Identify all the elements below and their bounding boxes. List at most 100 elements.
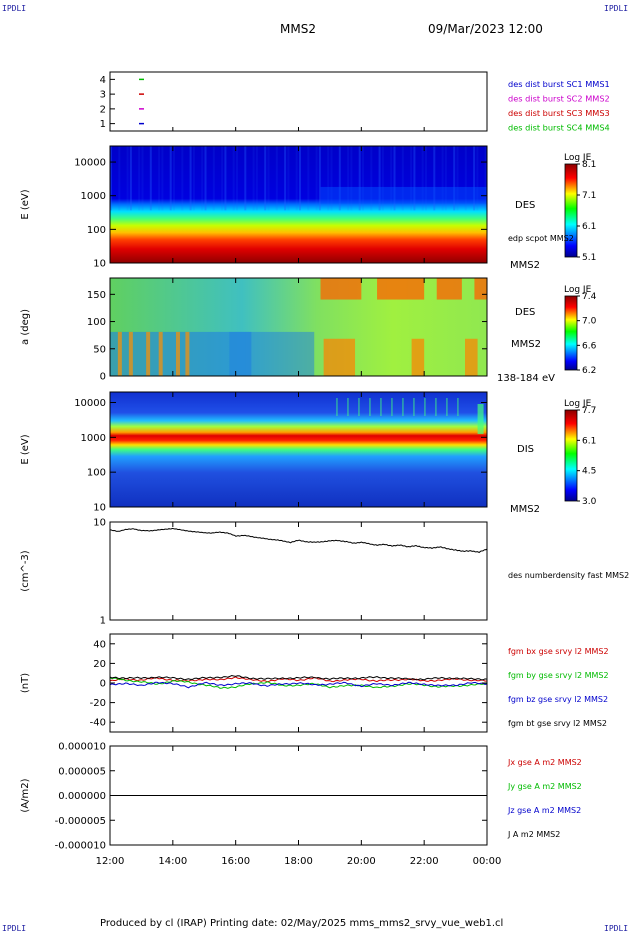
des-pitch-label-energy: 138-184 eV bbox=[497, 373, 555, 384]
des-energy-streak bbox=[347, 146, 350, 211]
des-energy-streak bbox=[453, 146, 456, 211]
availability-ytick-label: 3 bbox=[100, 90, 106, 101]
corner-logo-bottom-left: IPDLI bbox=[2, 924, 27, 933]
des-pitch-hot-band bbox=[474, 278, 487, 300]
des-pitch-colorbar-title: Log JE bbox=[564, 285, 592, 295]
dis-energy-colorbar-label: 6.1 bbox=[582, 436, 596, 446]
des-energy-streak bbox=[410, 146, 413, 211]
des-pitch-hot-streak bbox=[185, 331, 190, 376]
dis-energy-ytick-label: 1000 bbox=[81, 433, 106, 444]
time-axis-label: 18:00 bbox=[284, 856, 313, 867]
magnetic-field-legend-entry: fgm bz gse srvy l2 MMS2 bbox=[508, 695, 608, 704]
des-energy-streak bbox=[110, 146, 112, 211]
des-energy-streak bbox=[315, 146, 318, 211]
des-pitch-label-spacecraft: MMS2 bbox=[511, 339, 541, 350]
time-axis-label: 00:00 bbox=[473, 856, 502, 867]
dis-energy-streak bbox=[402, 398, 404, 416]
dis-energy-streak bbox=[413, 398, 415, 416]
dis-energy-streak bbox=[424, 398, 426, 416]
dis-energy-ytick-label: 10000 bbox=[74, 398, 106, 409]
des-energy-streak bbox=[456, 146, 459, 211]
des-energy-streak bbox=[169, 146, 172, 211]
availability-frame bbox=[109, 71, 488, 132]
availability-ytick-label: 1 bbox=[100, 119, 106, 130]
dis-energy-label-instrument: DIS bbox=[517, 444, 534, 455]
des-pitch-ytick-label: 50 bbox=[93, 344, 106, 355]
magnetic-field-ytick-label: 40 bbox=[93, 639, 106, 650]
availability-legend-entry: des dist burst SC3 MMS3 bbox=[508, 108, 610, 118]
des-energy-streak bbox=[232, 146, 235, 211]
des-energy-streak bbox=[358, 146, 361, 211]
des-energy-streak bbox=[381, 146, 384, 211]
des-energy-streak bbox=[330, 146, 333, 211]
dis-energy-streak bbox=[380, 398, 382, 416]
current-density-legend-entry: Jx gse A m2 MMS2 bbox=[507, 758, 582, 767]
des-energy-ylabel: E (eV) bbox=[20, 189, 31, 219]
des-pitch-low-band bbox=[110, 331, 252, 376]
des-pitch-ytick-label: 100 bbox=[87, 317, 106, 328]
time-axis-label: 16:00 bbox=[221, 856, 250, 867]
des-energy-streak bbox=[464, 146, 467, 211]
des-energy-streak bbox=[284, 146, 287, 211]
dis-energy-ytick-label: 100 bbox=[87, 468, 106, 479]
magnetic-field-series-line bbox=[109, 677, 488, 689]
des-energy-ytick-label: 10000 bbox=[74, 158, 106, 169]
dis-energy-streak bbox=[457, 398, 459, 416]
availability-ytick-label: 4 bbox=[100, 75, 106, 86]
current-density-ytick-label: -0.000010 bbox=[55, 841, 106, 852]
dis-energy-label-spacecraft: MMS2 bbox=[510, 504, 540, 515]
availability-legend-entry: des dist burst SC2 MMS2 bbox=[508, 94, 610, 104]
density-ytick-label: 1 bbox=[100, 616, 106, 627]
des-energy-overlay-label: edp scpot MMS2 bbox=[508, 234, 574, 243]
des-pitch-colorbar-label: 6.6 bbox=[582, 341, 597, 351]
density-ytick-label: 10 bbox=[93, 518, 106, 529]
des-energy-streak bbox=[413, 146, 416, 211]
magnetic-field-legend-entry: fgm bt gse srvy l2 MMS2 bbox=[508, 719, 607, 728]
dis-energy-ytick-label: 10 bbox=[93, 503, 106, 514]
des-energy-streak bbox=[327, 146, 330, 211]
des-energy-streak bbox=[338, 146, 341, 211]
current-density-ytick-label: 0.000000 bbox=[58, 791, 106, 802]
des-energy-colorbar-label: 7.1 bbox=[582, 191, 596, 201]
magnetic-field-legend-entry: fgm by gse srvy l2 MMS2 bbox=[508, 671, 609, 680]
des-energy-streak bbox=[118, 146, 121, 211]
des-energy-streak bbox=[255, 146, 258, 211]
dis-energy-streak bbox=[446, 398, 448, 416]
des-energy-streak bbox=[425, 146, 427, 211]
magnetic-field-ylabel: (nT) bbox=[20, 673, 31, 693]
dis-energy-colorbar-label: 3.0 bbox=[582, 497, 597, 507]
des-energy-streak bbox=[444, 146, 447, 211]
corner-logo-top-right: IPDLI bbox=[604, 4, 629, 13]
des-energy-streak bbox=[318, 146, 321, 211]
des-energy-colorbar-label: 6.1 bbox=[582, 222, 596, 232]
des-energy-colorbar-label: 5.1 bbox=[582, 253, 596, 263]
des-pitch-hot-band bbox=[377, 278, 425, 300]
des-energy-streak bbox=[275, 146, 278, 211]
corner-logo-bottom-right: IPDLI bbox=[604, 924, 629, 933]
des-energy-streak bbox=[158, 146, 161, 211]
des-energy-streak bbox=[433, 146, 436, 211]
des-pitch-hot-band bbox=[411, 338, 425, 376]
des-energy-streak bbox=[370, 146, 373, 211]
dis-energy-streak bbox=[369, 398, 371, 416]
density-series-line bbox=[110, 527, 488, 554]
magnetic-field-ytick-label: -20 bbox=[90, 698, 106, 709]
dis-energy-streak bbox=[391, 398, 393, 416]
des-energy-streak bbox=[141, 146, 144, 211]
des-pitch-hot-band bbox=[320, 278, 362, 300]
magnetic-field-legend-entry: fgm bx gse srvy l2 MMS2 bbox=[508, 647, 609, 656]
des-energy-streak bbox=[224, 146, 227, 211]
current-density-ylabel: (A/m2) bbox=[20, 778, 31, 812]
des-energy-streak bbox=[441, 146, 444, 211]
magnetic-field-ytick-label: 0 bbox=[100, 679, 106, 690]
des-energy-streak bbox=[173, 146, 175, 211]
des-pitch-hot-band bbox=[465, 338, 478, 376]
des-energy-ytick-label: 100 bbox=[87, 225, 106, 236]
des-energy-band bbox=[320, 186, 487, 204]
des-pitch-ytick-label: 0 bbox=[100, 372, 106, 383]
des-energy-streak bbox=[149, 146, 152, 211]
density-frame bbox=[109, 521, 488, 621]
des-energy-streak bbox=[378, 146, 381, 211]
density-ylabel: (cm^-3) bbox=[20, 550, 31, 591]
